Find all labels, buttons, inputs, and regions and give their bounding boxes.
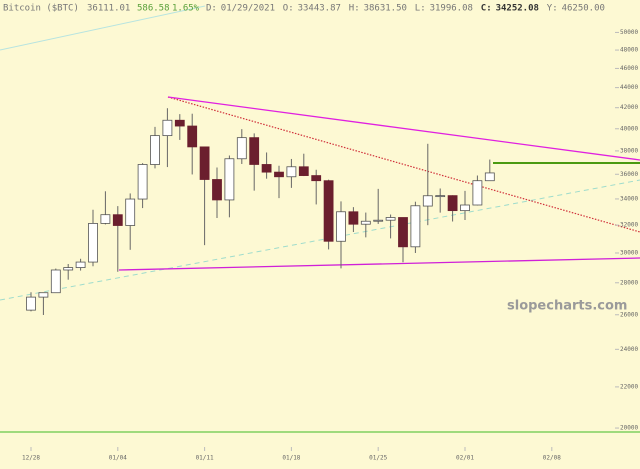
y-tick-label: 38000 <box>620 147 638 154</box>
header-label: C: <box>481 4 492 14</box>
y-tick-label: 22000 <box>620 383 638 390</box>
candle-body <box>298 166 309 176</box>
candle-body <box>360 220 371 225</box>
candle-body <box>38 292 49 298</box>
y-tick-label: 32000 <box>620 222 638 229</box>
x-tick-label: 01/04 <box>109 455 127 462</box>
candle-body <box>249 137 260 165</box>
y-tick-label: 36000 <box>620 171 638 178</box>
candle-body <box>100 214 111 224</box>
header-value: 38631.50 <box>364 4 407 14</box>
candle-body <box>261 164 272 173</box>
candle-body <box>187 125 198 148</box>
header-label: L: <box>415 4 426 14</box>
candle-body <box>199 146 210 180</box>
candle-body <box>398 217 408 248</box>
candle-body <box>348 211 359 225</box>
header-change: 586.58 <box>137 4 170 14</box>
candle-body <box>50 269 61 294</box>
candle-body <box>150 135 160 165</box>
y-tick-label: 40000 <box>620 125 638 132</box>
candle-body <box>26 296 36 311</box>
candle-body <box>112 214 123 226</box>
x-tick-label: 02/01 <box>456 455 474 462</box>
candle-body <box>212 179 222 201</box>
x-tick-label: 01/18 <box>282 455 300 462</box>
y-tick-label: 30000 <box>620 249 638 256</box>
candle-body <box>385 217 396 221</box>
candle-body <box>422 195 433 207</box>
header-pct: 1.65% <box>172 4 200 14</box>
x-tick-label: 01/11 <box>196 455 214 462</box>
candle-body <box>137 164 148 200</box>
y-tick-label: 50000 <box>620 29 638 36</box>
header-value: 33443.87 <box>298 4 341 14</box>
candle-body <box>274 171 284 178</box>
watermark: slopecharts.com <box>507 299 627 314</box>
y-tick-label: 20000 <box>620 425 638 432</box>
y-tick-label: 44000 <box>620 84 638 91</box>
candle-body <box>63 267 74 271</box>
candle-body <box>336 211 346 242</box>
header-items: D: 01/29/2021 O: 33443.87 H: 38631.50 L: 31996.… <box>206 4 605 14</box>
candle-body <box>162 119 173 137</box>
candle-body <box>373 219 384 222</box>
trendline <box>0 5 206 51</box>
header-value: 34252.08 <box>496 4 539 14</box>
candle-body <box>286 166 297 178</box>
y-tick-label: 34000 <box>620 195 638 202</box>
header-label: D: <box>206 4 217 14</box>
header-last: 36111.01 <box>87 4 130 14</box>
candle-body <box>460 204 470 212</box>
candle-body <box>484 172 495 182</box>
header-value: 01/29/2021 <box>221 4 275 14</box>
y-tick-label: 26000 <box>620 311 638 318</box>
header-label: Y: <box>547 4 558 14</box>
candle-body <box>323 180 334 242</box>
candle-body <box>236 137 247 160</box>
candle-body <box>311 175 322 182</box>
x-tick-label: 02/08 <box>543 455 561 462</box>
header-value: 31996.08 <box>430 4 473 14</box>
trendline <box>0 179 640 301</box>
candle-body <box>435 195 446 198</box>
x-tick-label: 01/25 <box>369 455 387 462</box>
y-tick-label: 28000 <box>620 279 638 286</box>
candle-body <box>88 223 98 263</box>
candle-body <box>75 261 86 268</box>
header-name: Bitcoin ($BTC) <box>3 4 79 14</box>
y-tick-label: 48000 <box>620 47 638 54</box>
candle-body <box>447 195 458 212</box>
x-tick-label: 12/28 <box>22 455 40 462</box>
header-value: 46250.00 <box>562 4 605 14</box>
trendline <box>167 96 640 161</box>
header-label: O: <box>283 4 294 14</box>
candle-body <box>125 198 136 226</box>
y-tick-label: 46000 <box>620 65 638 72</box>
candle-body <box>174 119 185 127</box>
candle-body <box>472 180 483 206</box>
y-tick-label: 42000 <box>620 104 638 111</box>
trendline <box>118 257 640 271</box>
y-tick-label: 24000 <box>620 346 638 353</box>
trendline <box>167 96 640 233</box>
candles <box>26 108 495 315</box>
candle-body <box>224 158 235 201</box>
candle-body <box>410 205 421 248</box>
header-label: H: <box>349 4 360 14</box>
